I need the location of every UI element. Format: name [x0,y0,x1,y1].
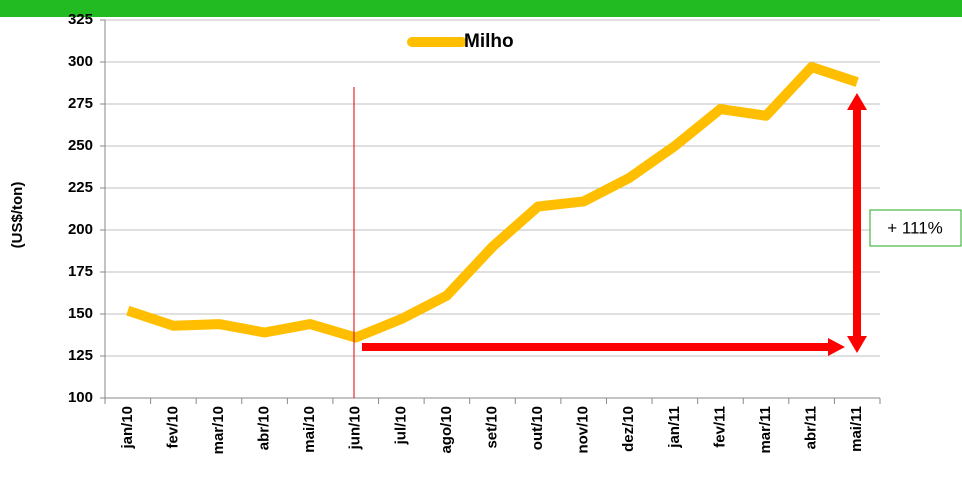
x-tick-label: jan/11 [666,406,683,449]
x-tick-label: dez/10 [620,406,637,452]
x-tick-label: jul/10 [392,406,409,445]
data-line [126,62,859,343]
header-bar [0,0,962,17]
y-axis-label: (US$/ton) [9,182,26,249]
y-tick-label: 325 [68,11,93,28]
y-tick-label: 125 [68,347,93,364]
x-tick-label: mar/10 [210,406,227,454]
x-tick-label: abr/11 [803,406,820,449]
x-tick-label: ago/10 [438,406,455,454]
y-tick-label: 200 [68,221,93,238]
x-tick-label: mai/11 [848,406,865,452]
y-tick-label: 225 [68,179,93,196]
x-tick-label: fev/11 [711,406,728,448]
x-tick-label: nov/10 [575,406,592,454]
x-tick-label: jun/10 [347,406,364,450]
arrow-head [847,93,867,110]
y-tick-label: 100 [68,389,93,406]
x-tick-label: fev/10 [164,406,181,449]
y-tick-label: 150 [68,305,93,322]
y-tick-label: 175 [68,263,93,280]
y-tick-label: 275 [68,95,93,112]
grid [100,19,881,404]
y-tick-label: 250 [68,137,93,154]
x-tick-label: mar/11 [757,406,774,454]
y-tick-label: 300 [68,53,93,70]
legend-label: Milho [464,31,514,52]
annotation-box [869,209,962,247]
x-tick-label: jan/10 [119,406,136,450]
x-tick-label: mai/10 [301,406,318,453]
x-tick-label: abr/10 [256,406,273,450]
plot [126,62,859,343]
annotation: + 111% [887,218,943,237]
arrow-head [847,336,867,353]
x-tick-label: set/10 [483,406,500,449]
x-tick-label: out/10 [529,406,546,450]
arrow-head [828,338,845,356]
